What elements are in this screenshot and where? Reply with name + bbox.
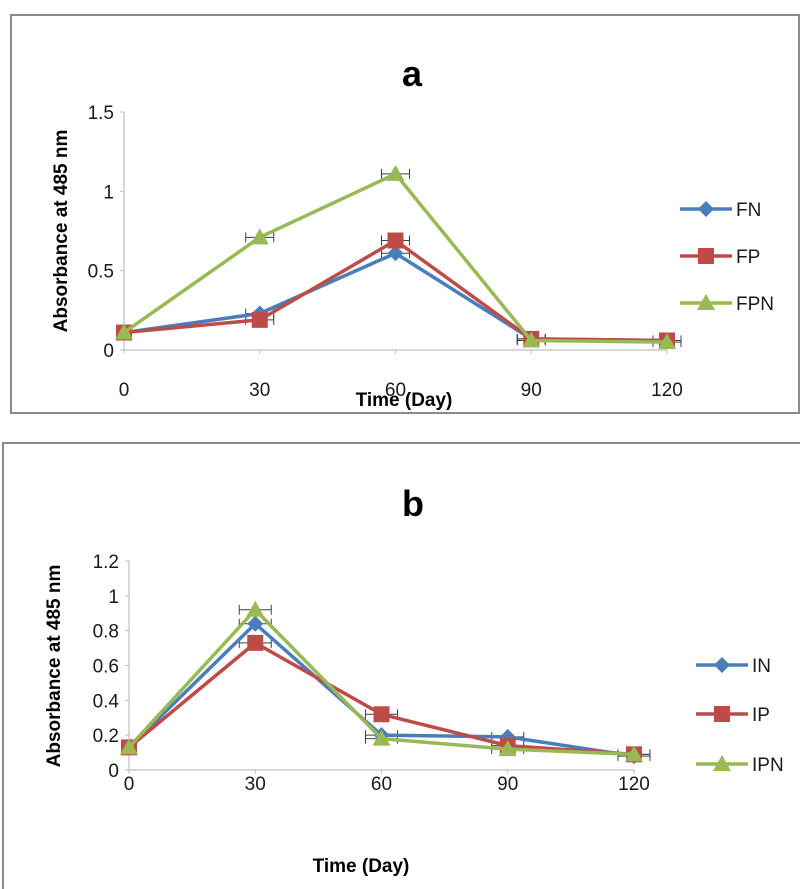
series-FPN	[115, 164, 676, 350]
y-tick-label: 1	[108, 587, 119, 608]
chart-svg-b: b 0 0.2 0.4 0.6 0.8 1 1.2 0 30 60 90 120 Time (Day) Ab…	[44, 483, 784, 877]
legend-label: FN	[736, 200, 761, 221]
x-tick-label: 120	[651, 380, 683, 401]
y-axis-title: Absorbance at 485 nm	[51, 130, 72, 333]
chart-panel-a: a 0 0.5 1 1.5 0 30 60 90 120 Time (Day) Absorbance …	[10, 14, 800, 414]
data-point-FPN	[658, 333, 676, 350]
y-tick-label: 0.6	[93, 657, 119, 678]
legend-item-FPN: FPN	[680, 294, 774, 315]
legend-label: IP	[752, 705, 770, 726]
x-axis-title: Time (Day)	[356, 390, 453, 411]
legend-marker	[697, 294, 715, 310]
data-point-IN	[247, 615, 264, 632]
legend-marker	[714, 657, 730, 673]
data-point-IPN	[625, 745, 643, 762]
data-point-FPN	[522, 331, 541, 348]
y-tick-label: 1	[103, 182, 114, 203]
data-point-FPN	[386, 164, 405, 181]
y-tick-label: 0	[103, 341, 114, 362]
data-point-FP	[251, 311, 268, 328]
y-tick-label: 1.5	[88, 103, 114, 124]
legend-item-IN: IN	[696, 656, 771, 677]
x-tick-label: 90	[521, 380, 542, 401]
data-point-IP	[247, 634, 264, 651]
y-tick-label: 0.2	[93, 726, 119, 747]
legend-item-FN: FN	[680, 200, 761, 221]
legend-marker	[698, 201, 714, 217]
data-point-FP	[387, 232, 404, 249]
legend-item-IP: IP	[696, 705, 770, 726]
legend-label: IN	[752, 656, 771, 677]
data-point-IPN	[372, 729, 391, 746]
legend-marker	[713, 755, 731, 771]
data-point-IPN	[120, 738, 138, 755]
series-IPN	[120, 600, 643, 762]
x-tick-label: 0	[119, 380, 130, 401]
data-point-FPN	[115, 323, 133, 340]
chart-panel-b: b 0 0.2 0.4 0.6 0.8 1 1.2 0 30 60 90 120 Time (Day) Ab…	[2, 442, 800, 889]
legend-marker	[714, 706, 730, 722]
x-tick-label: 60	[385, 380, 406, 401]
y-tick-label: 0.8	[93, 622, 119, 643]
series-line-FN	[123, 251, 668, 343]
legend-label: FPN	[736, 294, 774, 315]
x-tick-label: 120	[618, 774, 650, 795]
chart-svg-a: a 0 0.5 1 1.5 0 30 60 90 120 Time (Day) Absorbance …	[51, 53, 774, 411]
x-tick-label: 60	[371, 774, 392, 795]
chart-title: a	[402, 53, 423, 94]
chart-title: b	[402, 483, 424, 524]
y-tick-label: 0.5	[88, 262, 114, 283]
data-point-IPN	[498, 740, 517, 757]
y-tick-label: 0	[108, 761, 119, 782]
legend-label: IPN	[752, 755, 784, 776]
legend-marker	[698, 248, 714, 264]
x-axis-title: Time (Day)	[313, 856, 410, 877]
y-tick-label: 1.2	[93, 552, 119, 573]
x-tick-label: 0	[124, 774, 135, 795]
legend-item-FP: FP	[680, 247, 760, 268]
data-point-IP	[373, 706, 390, 723]
x-tick-label: 90	[497, 774, 518, 795]
legend-item-IPN: IPN	[696, 755, 784, 776]
series-FN	[116, 245, 675, 349]
data-point-FPN	[250, 228, 269, 245]
data-point-IPN	[246, 600, 265, 617]
data-point-FN	[387, 245, 404, 262]
x-tick-label: 30	[249, 380, 270, 401]
y-axis-title: Absorbance at 485 nm	[44, 565, 65, 768]
y-tick-label: 0.4	[93, 691, 120, 712]
legend-label: FP	[736, 247, 760, 268]
x-tick-label: 30	[245, 774, 266, 795]
